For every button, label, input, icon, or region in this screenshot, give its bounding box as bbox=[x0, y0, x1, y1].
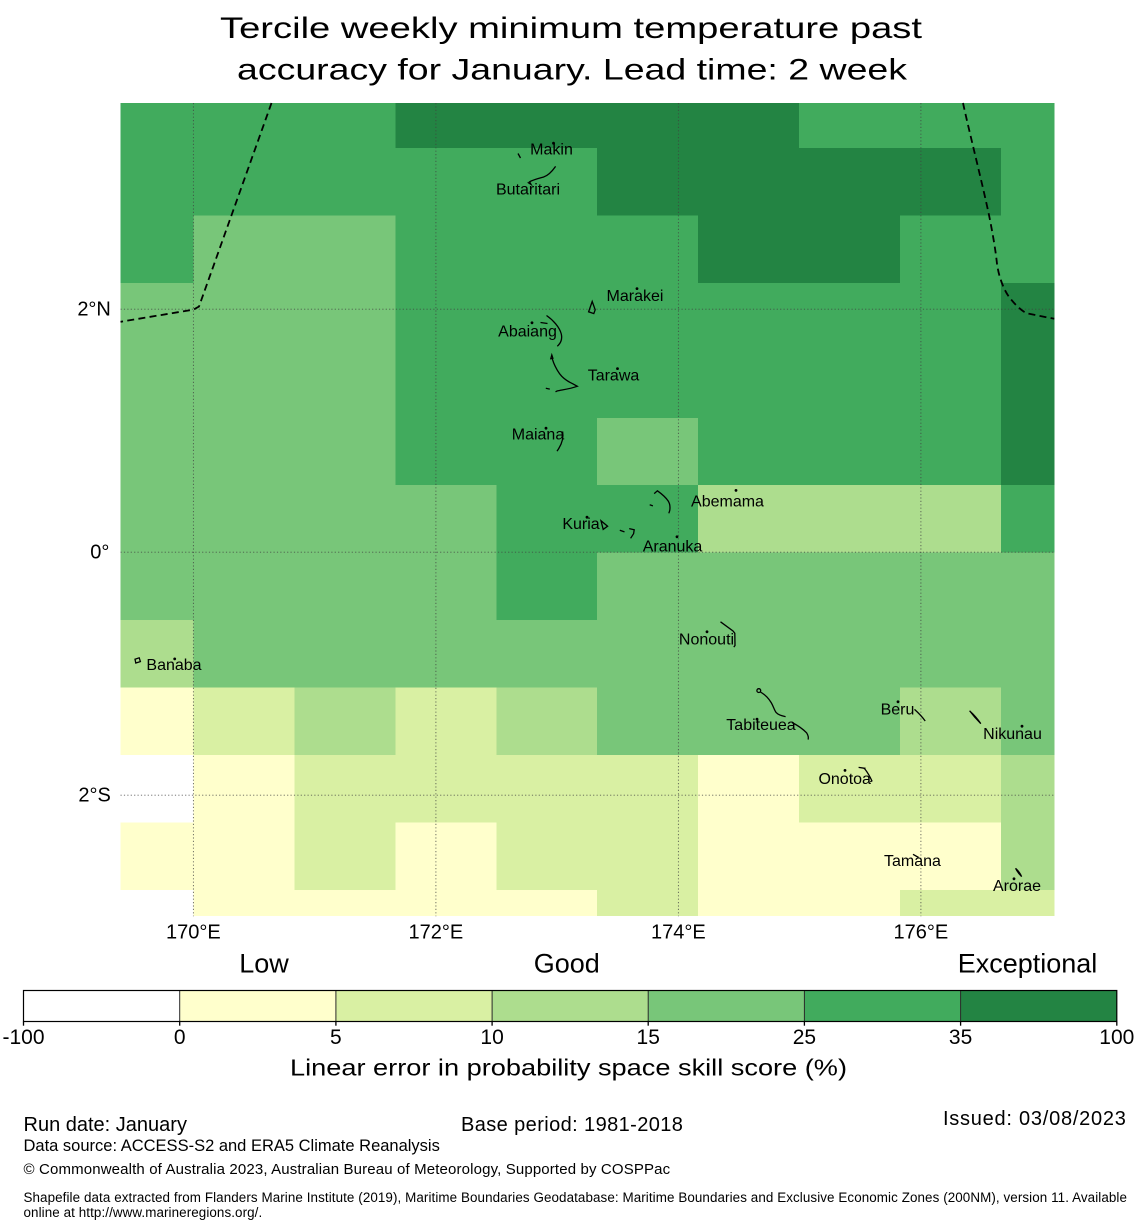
svg-text:Nikunau: Nikunau bbox=[983, 726, 1042, 743]
svg-text:15: 15 bbox=[637, 1026, 660, 1049]
svg-text:10: 10 bbox=[480, 1026, 503, 1049]
svg-text:Nonouti: Nonouti bbox=[679, 632, 734, 649]
svg-text:Tamana: Tamana bbox=[884, 853, 941, 870]
svg-text:100: 100 bbox=[1099, 1026, 1134, 1049]
svg-text:Tercile weekly minimum tempera: Tercile weekly minimum temperature past bbox=[220, 12, 923, 45]
svg-text:Banaba: Banaba bbox=[146, 657, 201, 674]
svg-text:0: 0 bbox=[174, 1026, 186, 1049]
svg-text:Kuria: Kuria bbox=[562, 516, 599, 533]
svg-text:Tarawa: Tarawa bbox=[588, 368, 640, 385]
svg-text:5: 5 bbox=[330, 1026, 342, 1049]
svg-text:Abemama: Abemama bbox=[691, 494, 764, 511]
svg-text:Marakei: Marakei bbox=[607, 288, 664, 305]
svg-text:accuracy for January. Lead tim: accuracy for January. Lead time: 2 week bbox=[237, 53, 908, 86]
svg-text:Low: Low bbox=[239, 949, 289, 979]
svg-text:Arorae: Arorae bbox=[993, 878, 1041, 895]
svg-text:Good: Good bbox=[534, 949, 600, 979]
svg-text:Abaiang: Abaiang bbox=[498, 324, 557, 341]
svg-text:Exceptional: Exceptional bbox=[958, 949, 1098, 979]
svg-text:2°N: 2°N bbox=[77, 298, 111, 320]
svg-text:25: 25 bbox=[793, 1026, 816, 1049]
svg-text:Tabiteuea: Tabiteuea bbox=[726, 717, 795, 734]
svg-text:-100: -100 bbox=[2, 1026, 44, 1049]
svg-text:0°: 0° bbox=[90, 541, 109, 563]
svg-text:174°E: 174°E bbox=[651, 922, 706, 944]
svg-text:35: 35 bbox=[949, 1026, 972, 1049]
svg-text:Maiana: Maiana bbox=[512, 427, 565, 444]
svg-text:Butaritari: Butaritari bbox=[496, 182, 560, 199]
svg-text:Makin: Makin bbox=[530, 142, 573, 159]
svg-text:Beru: Beru bbox=[881, 702, 915, 719]
svg-text:172°E: 172°E bbox=[409, 922, 464, 944]
svg-text:Aranuka: Aranuka bbox=[643, 539, 703, 556]
svg-text:Onotoa: Onotoa bbox=[818, 771, 871, 788]
svg-text:176°E: 176°E bbox=[894, 922, 949, 944]
svg-text:2°S: 2°S bbox=[78, 784, 110, 806]
svg-text:Linear error in probability sp: Linear error in probability space skill … bbox=[290, 1055, 847, 1081]
svg-text:170°E: 170°E bbox=[166, 922, 221, 944]
